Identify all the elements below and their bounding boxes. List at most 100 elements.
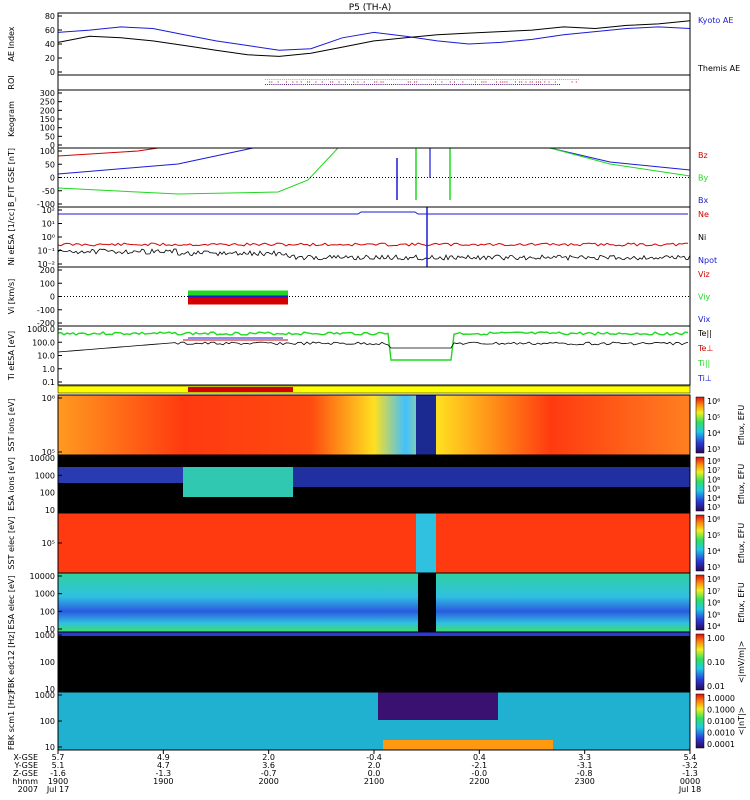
roi-mark (569, 79, 571, 80)
ae-series-line (57, 20, 691, 57)
roi-mark (401, 84, 403, 85)
roi-mark (496, 81, 497, 83)
fbk1-band (58, 632, 690, 636)
roi-mark (500, 84, 502, 85)
roi-mark (550, 84, 552, 85)
roi-mark (300, 81, 302, 83)
roi-mark (542, 84, 544, 85)
time-axis: X-GSEY-GSEZ-GSEhhmm20075.75.1-1.61900Jul… (12, 750, 701, 794)
colorbar-tick: 10⁵ (707, 413, 720, 422)
viy-band (188, 290, 288, 299)
roi-mark (374, 81, 376, 83)
sst-elec-gap (416, 513, 436, 573)
roi-mark (437, 84, 439, 85)
colorbar-tick: 10³ (707, 563, 720, 572)
colorbar-tick: 10⁴ (707, 494, 720, 503)
roi-mark (504, 79, 506, 80)
x-tick-label: 4.9 (157, 753, 170, 762)
colorbar-tick: 0.10 (707, 658, 725, 667)
roi-mark (309, 81, 311, 83)
roi-mark (475, 79, 476, 80)
roi-mark (525, 84, 527, 85)
roi-mark (409, 81, 411, 83)
roi-mark (361, 79, 363, 80)
roi-mark (315, 81, 317, 83)
roi-mark (428, 79, 430, 80)
roi-mark (386, 84, 388, 85)
roi-mark (544, 79, 546, 80)
roi-mark (275, 79, 277, 80)
roi-mark (277, 84, 279, 85)
roi-mark (401, 79, 403, 80)
roi-mark (311, 79, 313, 80)
roi-mark (531, 79, 533, 80)
roi-mark (529, 79, 531, 80)
colorbar-tick: 10³ (707, 503, 720, 512)
y-tick-label: 0.1 (42, 378, 55, 387)
esa-elec-gap (418, 573, 436, 632)
roi-mark (470, 84, 472, 85)
colorbar-tick: 10⁵ (707, 610, 720, 619)
roi-mark (477, 84, 479, 85)
roi-mark (472, 84, 474, 85)
roi-mark (313, 84, 315, 85)
roi-mark (403, 84, 405, 85)
roi-mark (540, 79, 542, 80)
y-tick-label: 10 (45, 625, 55, 634)
roi-mark (307, 81, 308, 83)
roi-mark (399, 84, 401, 85)
colorbar-tick: 10⁶ (707, 515, 720, 524)
roi-mark (571, 79, 573, 80)
roi-mark (485, 79, 487, 80)
roi-mark (542, 79, 544, 80)
x-tick-label: 2.0 (368, 761, 381, 770)
y-tick-label: 10000 (30, 454, 55, 463)
roi-mark (487, 84, 489, 85)
roi-mark (441, 79, 443, 80)
roi-mark (382, 84, 384, 85)
bz-line (57, 147, 159, 157)
vix-band (188, 295, 288, 298)
colorbar-label: Eflux, EFU (737, 464, 746, 505)
y-tick-label: 100 (40, 124, 55, 133)
y-tick-label: 1000 (35, 631, 55, 640)
roi-mark (470, 79, 472, 80)
roi-mark (447, 84, 449, 85)
y-tick-label: 100 (40, 489, 55, 498)
x-tick-label: -3.2 (682, 761, 698, 770)
colorbar-label: Eflux, EFU (737, 582, 746, 623)
roi-mark (424, 79, 426, 80)
roi-mark (288, 84, 290, 85)
roi-mark (286, 81, 287, 83)
roi-mark (273, 79, 275, 80)
sst-ion-gap (416, 395, 436, 455)
roi-mark (325, 84, 327, 85)
roi-mark (393, 79, 395, 80)
x-tick-label: Jul 17 (46, 785, 69, 794)
roi-mark (506, 81, 508, 83)
legend-entry: Viy (698, 293, 711, 302)
y-tick-label: 100 (40, 717, 55, 726)
y-tick-label: 20 (45, 54, 55, 63)
y-tick-label: 10.0 (37, 352, 55, 361)
ne-line (57, 242, 689, 247)
roi-mark (416, 81, 418, 83)
keogram-area (58, 90, 690, 148)
roi-mark (307, 84, 308, 85)
roi-mark (407, 79, 409, 80)
y-tick-label: 10¹ (42, 220, 55, 229)
x-axis-row-label: Z-GSE (13, 769, 38, 778)
roi-mark (468, 84, 470, 85)
roi-mark (510, 84, 512, 85)
roi-mark (265, 79, 266, 80)
roi-mark (340, 79, 342, 80)
roi-mark (496, 79, 497, 80)
x-tick-label: -3.1 (577, 761, 593, 770)
roi-mark (346, 79, 348, 80)
roi-mark (323, 84, 325, 85)
colorbar-label: Eflux, EFU (737, 523, 746, 564)
legend-entry: Viz (698, 270, 710, 279)
roi-mark (531, 84, 533, 85)
x-tick-label: 2.0 (262, 753, 275, 762)
roi-mark (416, 84, 418, 85)
